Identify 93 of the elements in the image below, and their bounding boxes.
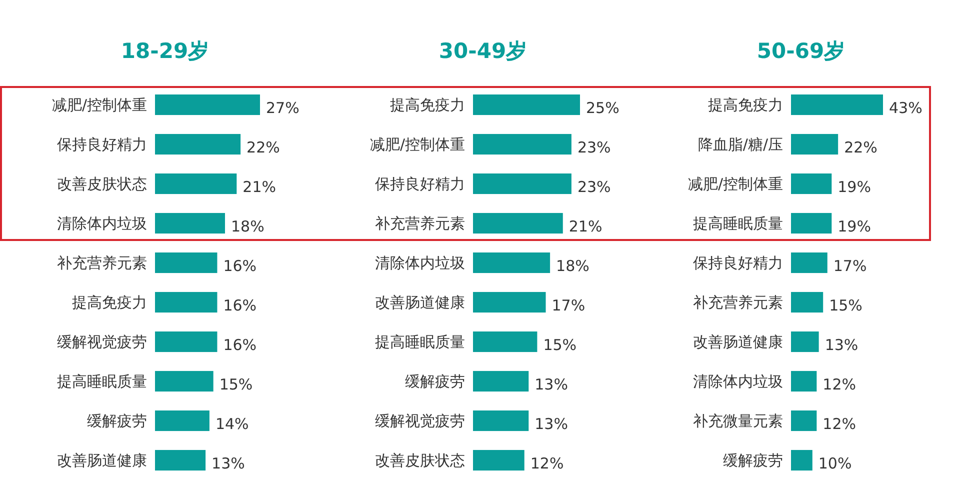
bar [473, 94, 580, 116]
bar [155, 292, 218, 313]
y-tick-label: 改善肠道健康 [57, 452, 147, 470]
bar [473, 410, 529, 432]
y-tick-label: 补充营养元素 [693, 294, 783, 312]
y-tick-label: 减肥/控制体重 [688, 175, 783, 193]
data-label: 16% [223, 336, 257, 354]
bar [155, 173, 237, 194]
bar [791, 410, 817, 432]
data-label: 19% [838, 178, 871, 196]
bar [473, 331, 538, 352]
bar [473, 450, 524, 471]
data-label: 12% [822, 376, 856, 394]
data-label: 21% [568, 218, 602, 236]
data-label: 22% [844, 138, 878, 156]
data-label: 22% [246, 138, 280, 156]
bar [155, 370, 214, 392]
bar [791, 212, 832, 234]
bar [155, 252, 218, 274]
y-tick-label: 补充营养元素 [375, 214, 465, 232]
data-label: 15% [829, 296, 862, 314]
y-tick-label: 清除体内垃圾 [693, 372, 783, 390]
bar [791, 94, 883, 116]
y-tick-label: 补充营养元素 [57, 254, 147, 272]
bar [473, 173, 572, 194]
data-label: 13% [824, 336, 858, 354]
bar [791, 134, 838, 155]
bar [473, 212, 563, 234]
y-tick-label: 减肥/控制体重 [370, 136, 465, 154]
chart-title: 30-49岁 [438, 39, 528, 63]
y-tick-label: 缓解视觉疲劳 [57, 333, 147, 351]
bar [791, 370, 817, 392]
data-label: 13% [534, 415, 568, 433]
data-label: 18% [556, 257, 590, 275]
data-label: 16% [223, 296, 257, 314]
y-tick-label: 提高睡眠质量 [693, 214, 783, 232]
bar [473, 252, 550, 274]
y-tick-label: 补充微量元素 [693, 412, 783, 430]
y-tick-label: 改善肠道健康 [375, 294, 465, 312]
bar [155, 450, 206, 471]
y-tick-label: 保持良好精力 [375, 175, 465, 193]
data-label: 12% [530, 454, 564, 472]
y-tick-label: 提高免疫力 [708, 96, 783, 114]
data-label: 19% [838, 218, 871, 236]
y-tick-label: 改善皮肤状态 [375, 452, 465, 470]
data-label: 43% [889, 99, 922, 117]
bar [155, 94, 260, 116]
y-tick-label: 缓解疲劳 [87, 412, 147, 430]
bar [791, 252, 828, 274]
data-label: 17% [833, 257, 867, 275]
y-tick-label: 保持良好精力 [693, 254, 783, 272]
y-tick-label: 缓解疲劳 [723, 452, 783, 470]
bar [791, 450, 812, 471]
data-label: 15% [543, 336, 577, 354]
chart-title: 18-29岁 [120, 39, 210, 63]
bar [473, 370, 529, 392]
bar [155, 212, 225, 234]
bar [473, 292, 546, 313]
bar [155, 410, 210, 432]
data-label: 16% [223, 257, 257, 275]
data-label: 17% [552, 296, 586, 314]
bar [791, 173, 832, 194]
y-tick-label: 缓解视觉疲劳 [375, 412, 465, 430]
data-label: 27% [266, 99, 300, 117]
y-tick-label: 减肥/控制体重 [52, 96, 147, 114]
data-label: 13% [212, 454, 245, 472]
data-label: 25% [586, 99, 620, 117]
y-tick-label: 提高睡眠质量 [375, 333, 465, 351]
bar [155, 134, 241, 155]
bar [473, 134, 572, 155]
chart-title: 50-69岁 [756, 39, 846, 63]
data-label: 13% [534, 376, 568, 394]
data-label: 21% [242, 178, 276, 196]
data-label: 12% [822, 415, 856, 433]
bar [791, 331, 819, 352]
data-label: 23% [577, 138, 611, 156]
data-label: 18% [231, 218, 264, 236]
y-tick-label: 清除体内垃圾 [375, 254, 465, 272]
data-label: 23% [577, 178, 611, 196]
y-tick-label: 提高免疫力 [72, 294, 147, 312]
data-label: 15% [219, 376, 253, 394]
y-tick-label: 提高睡眠质量 [57, 372, 147, 390]
bar [155, 331, 218, 352]
y-tick-label: 缓解疲劳 [405, 372, 465, 390]
y-tick-label: 改善皮肤状态 [57, 175, 147, 193]
y-tick-label: 清除体内垃圾 [57, 214, 147, 232]
data-label: 14% [215, 415, 249, 433]
y-tick-label: 改善肠道健康 [693, 333, 783, 351]
y-tick-label: 提高免疫力 [390, 96, 465, 114]
bar [791, 292, 824, 313]
data-label: 10% [818, 454, 852, 472]
y-tick-label: 降血脂/糖/压 [698, 136, 783, 154]
y-tick-label: 保持良好精力 [57, 136, 147, 154]
